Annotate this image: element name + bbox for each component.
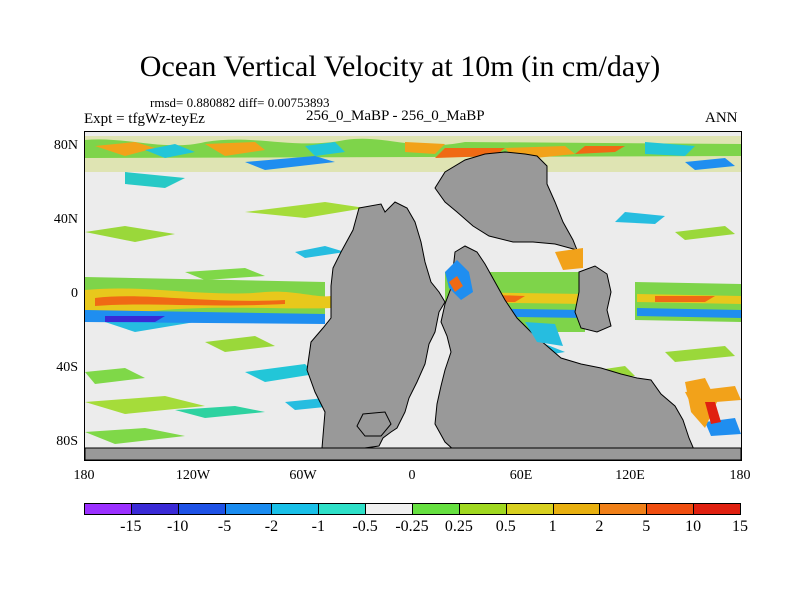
map-panel — [84, 131, 742, 461]
continent-west — [306, 201, 446, 460]
lon-tick: 180 — [73, 468, 95, 483]
lat-tick: 80S — [56, 434, 78, 449]
colorbar-swatch — [412, 503, 460, 515]
colorbar-label: -0.5 — [352, 518, 378, 535]
colorbar-swatch — [318, 503, 367, 515]
season-label: ANN — [705, 110, 738, 126]
lon-tick: 60E — [509, 468, 533, 483]
colorbar-swatch — [365, 503, 413, 515]
lat-tick: 40S — [56, 360, 78, 375]
colorbar-label: 2 — [595, 518, 604, 535]
colorbar-label: 10 — [685, 518, 702, 535]
arctic-band — [85, 136, 741, 172]
midlat-blobs — [85, 172, 741, 444]
colorbar-label: 1 — [548, 518, 557, 535]
island-south — [356, 411, 392, 437]
map-field — [85, 132, 741, 460]
coastal-upwelling — [445, 248, 721, 428]
colorbar-label: -10 — [167, 518, 189, 535]
colorbar-swatch — [130, 503, 179, 515]
lon-tick: 60W — [289, 468, 317, 483]
colorbar-label: 5 — [642, 518, 651, 535]
continent-east — [434, 245, 706, 460]
lon-tick: 120W — [175, 468, 211, 483]
colorbar-label: 0.25 — [444, 518, 473, 535]
continent-north — [434, 151, 578, 251]
plot-title: Ocean Vertical Velocity at 10m (in cm/da… — [139, 50, 661, 83]
lat-tick: 80N — [53, 138, 78, 153]
colorbar-swatch — [458, 503, 507, 515]
colorbar-label: 15 — [732, 518, 748, 535]
colorbar-label: 0.5 — [495, 518, 516, 535]
colorbar-label: -1 — [311, 518, 325, 535]
colorbar-swatch — [177, 503, 226, 515]
colorbar — [84, 503, 741, 515]
land-mass — [85, 151, 741, 460]
colorbar-swatch — [505, 503, 554, 515]
colorbar-swatch — [552, 503, 601, 515]
polar-south — [85, 447, 741, 460]
subtitle: 256_0_MaBP - 256_0_MaBP — [306, 108, 485, 124]
lon-tick: 0 — [408, 468, 416, 483]
lon-tick: 180 — [729, 468, 751, 483]
island-east — [574, 265, 612, 333]
colorbar-label: -0.25 — [395, 518, 429, 535]
stats-text: rmsd= 0.880882 diff= 0.00753893 — [150, 95, 330, 110]
lat-tick: 0 — [71, 286, 78, 301]
colorbar-label: -5 — [217, 518, 232, 535]
lon-tick: 120E — [615, 468, 645, 483]
colorbar-swatch — [84, 503, 132, 515]
colorbar-label: -2 — [264, 518, 279, 535]
colorbar-swatch — [599, 503, 648, 515]
colorbar-swatch — [693, 503, 741, 515]
colorbar-label: -15 — [120, 518, 142, 535]
colorbar-swatch — [271, 503, 320, 515]
experiment-label: Expt = tfgWz-teyEz — [84, 111, 205, 127]
colorbar-swatch — [646, 503, 695, 515]
colorbar-swatch — [224, 503, 273, 515]
lat-tick: 40N — [53, 212, 78, 227]
